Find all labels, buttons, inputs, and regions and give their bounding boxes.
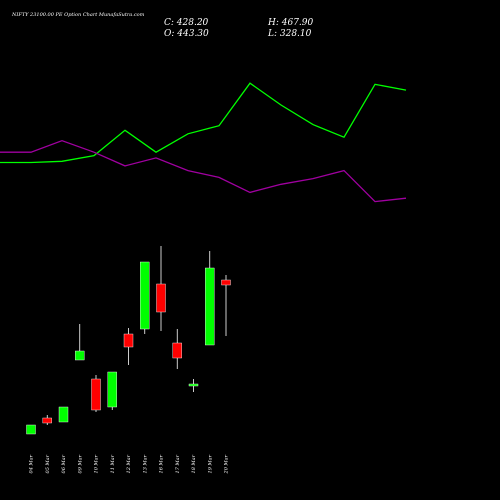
x-tick-label: 04 Mar <box>29 454 35 473</box>
x-tick-label: 10 Mar <box>94 454 100 473</box>
x-tick-label: 19 Mar <box>207 454 213 473</box>
x-tick-label: 13 Mar <box>142 454 148 473</box>
open-value: O: 443.30 <box>164 29 209 39</box>
candle <box>91 375 101 412</box>
candle-body <box>156 283 166 313</box>
close-value: C: 428.20 <box>164 18 209 28</box>
candle-body <box>58 406 69 423</box>
candle <box>205 251 215 346</box>
x-tick-label: 06 Mar <box>61 454 67 473</box>
candle <box>75 324 85 361</box>
candle <box>42 415 52 425</box>
candle <box>107 371 117 410</box>
high-value: H: 467.90 <box>267 18 314 28</box>
candle-body <box>75 350 85 361</box>
candle-body <box>42 417 52 424</box>
indicator-lines <box>0 82 407 203</box>
candle-body <box>188 383 199 387</box>
candle <box>172 329 182 369</box>
x-tick-label: 17 Mar <box>175 454 181 473</box>
candle <box>156 246 166 331</box>
candle-body <box>172 342 182 359</box>
candle-body <box>205 267 215 346</box>
x-tick-label: 05 Mar <box>45 454 51 473</box>
candle-body <box>91 378 101 411</box>
purple-indicator-line <box>0 140 407 203</box>
x-axis-ticks: 04 Mar 05 Mar 06 Mar 09 Mar 10 Mar 11 Mar 12 M… <box>29 454 230 474</box>
candle <box>26 424 36 435</box>
x-tick-label: 09 Mar <box>77 454 83 473</box>
x-tick-label: 18 Mar <box>191 454 197 473</box>
x-tick-label: 20 Mar <box>224 454 230 474</box>
x-tick-label: 11 Mar <box>110 454 116 473</box>
candle-body <box>123 333 134 348</box>
green-indicator-line <box>0 82 407 164</box>
x-tick-label: 16 Mar <box>159 454 165 473</box>
candle <box>58 406 69 423</box>
candle <box>123 328 134 365</box>
candle-body <box>107 371 117 408</box>
candle-body <box>26 424 36 435</box>
candle-body <box>140 261 150 330</box>
candle <box>188 379 199 392</box>
candle <box>140 261 150 334</box>
low-value: L: 328.10 <box>267 29 312 39</box>
candle-body <box>221 279 231 286</box>
candles <box>26 246 231 435</box>
candle <box>221 275 231 336</box>
chart-title: NIFTY 23100.00 PE Option Chart MunafaSut… <box>11 12 145 18</box>
x-tick-label: 12 Mar <box>126 454 132 473</box>
